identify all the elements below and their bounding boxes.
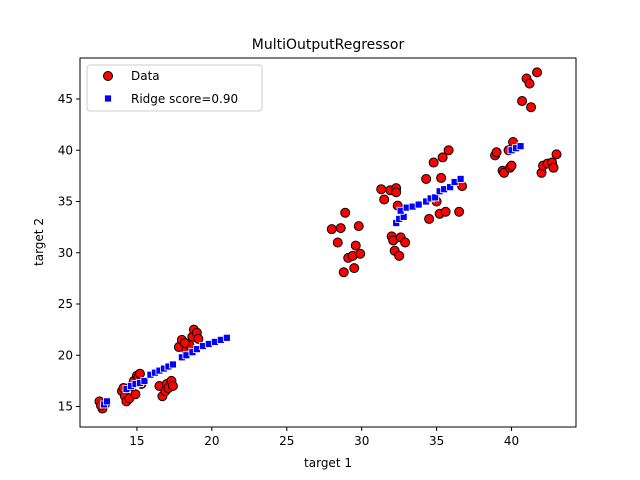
data-point	[421, 173, 432, 184]
x-tick-label: 30	[354, 434, 369, 448]
y-axis-label: target 2	[32, 218, 46, 266]
data-point	[391, 187, 402, 198]
data-point	[524, 78, 535, 89]
y-tick-label: 35	[58, 195, 73, 209]
y-axis: 15 20 25 30 35 40 45	[58, 92, 80, 414]
data-point	[179, 337, 190, 348]
ridge-prediction-point	[140, 376, 149, 385]
y-tick-label: 40	[58, 143, 73, 157]
data-point	[506, 160, 517, 171]
data-point	[335, 223, 346, 234]
y-tick-label: 15	[58, 400, 73, 414]
ridge-prediction-point	[222, 333, 231, 342]
data-point	[454, 206, 465, 217]
data-point	[376, 184, 387, 195]
data-point	[350, 240, 361, 251]
plot-frame	[79, 57, 577, 428]
legend-data-label: Data	[131, 69, 160, 83]
y-tick-label: 45	[58, 92, 73, 106]
data-point	[551, 149, 562, 160]
ridge-prediction-point	[431, 193, 440, 202]
data-point	[134, 368, 145, 379]
data-point	[193, 333, 204, 344]
x-tick-label: 15	[129, 434, 144, 448]
data-point	[353, 221, 364, 232]
x-tick-label: 35	[429, 434, 444, 448]
data-point	[130, 389, 141, 400]
y-tick-label: 25	[58, 297, 73, 311]
legend-frame	[86, 64, 263, 112]
data-point	[379, 194, 390, 205]
legend-ridge-marker	[104, 94, 112, 103]
data-point	[167, 381, 178, 391]
y-tick-label: 30	[58, 246, 73, 260]
ridge-prediction-point	[103, 397, 111, 406]
data-point	[349, 263, 360, 274]
data-point	[437, 152, 448, 163]
data-point	[355, 248, 366, 259]
data-point	[338, 267, 349, 278]
ridge-prediction-point	[456, 175, 465, 183]
data-point	[517, 96, 528, 107]
x-tick-label: 25	[279, 434, 294, 448]
data-point	[440, 206, 451, 217]
y-tick-label: 20	[58, 348, 73, 362]
data-point	[428, 157, 439, 168]
data-point	[326, 224, 337, 235]
data-point	[526, 102, 537, 113]
data-point	[400, 237, 411, 248]
data-point	[394, 250, 405, 261]
chart-title: MultiOutputRegressor	[252, 37, 405, 53]
legend: Data Ridge score=0.90	[86, 64, 263, 112]
x-tick-label: 40	[504, 434, 519, 448]
x-axis-label: target 1	[304, 456, 352, 470]
ridge-prediction-point	[516, 142, 525, 151]
points-layer	[94, 67, 562, 414]
ridge-prediction-point	[414, 200, 423, 209]
data-point	[548, 162, 559, 173]
data-point	[443, 145, 454, 156]
data-point	[340, 207, 351, 218]
data-point	[436, 172, 447, 183]
x-axis: 15 20 25 30 35 40	[129, 427, 519, 448]
data-point	[332, 237, 343, 248]
data-point	[424, 213, 435, 224]
ridge-prediction-point	[446, 183, 455, 192]
data-point	[457, 181, 468, 192]
data-point	[491, 147, 502, 158]
x-tick-label: 20	[204, 434, 219, 448]
data-point	[532, 67, 543, 78]
legend-data-marker	[103, 71, 113, 81]
legend-ridge-label: Ridge score=0.90	[131, 92, 238, 106]
ridge-prediction-point	[169, 360, 177, 369]
